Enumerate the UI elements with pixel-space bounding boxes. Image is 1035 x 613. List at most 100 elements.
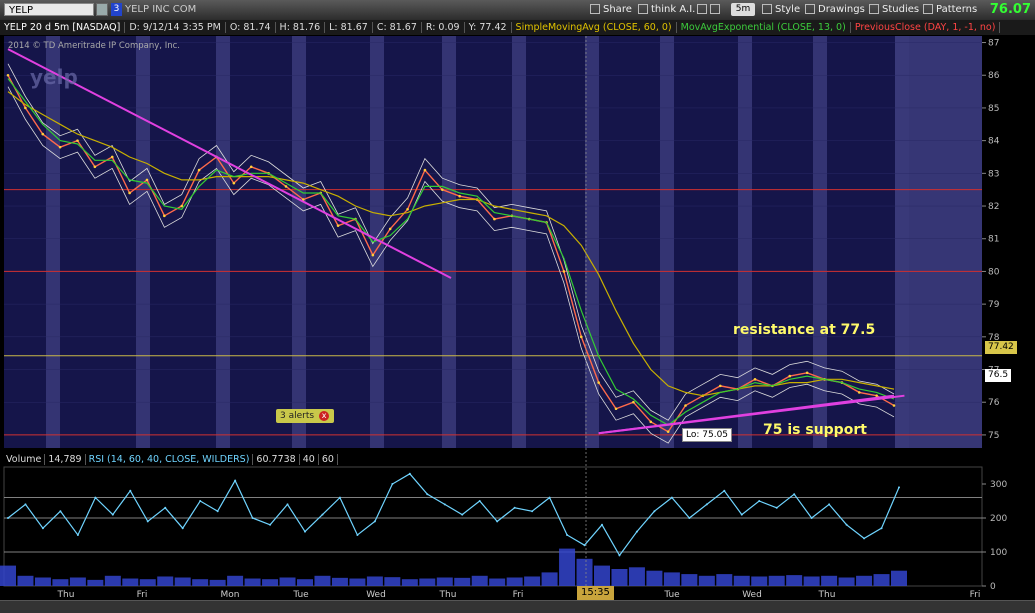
price-point — [857, 391, 861, 394]
symbol-input[interactable]: YELP — [4, 3, 94, 16]
session-band — [370, 36, 384, 448]
price-point — [371, 253, 375, 257]
rsi-point — [251, 517, 254, 519]
lower-study-info: Volume 14,789 RSI (14, 60, 40, CLOSE, WILD… — [3, 453, 338, 466]
volume-bar — [454, 577, 471, 586]
volume-bar — [698, 575, 715, 586]
volume-bar — [69, 577, 86, 586]
range-value: R: 0.09 — [421, 22, 465, 33]
volume-bar — [541, 572, 558, 586]
rsi-point — [356, 534, 359, 536]
price-tick-label: 82 — [988, 202, 999, 212]
volume-bar — [611, 569, 628, 586]
price-point — [388, 227, 392, 231]
volume-bar — [733, 575, 750, 586]
price-point — [493, 217, 496, 221]
price-point — [406, 208, 409, 211]
rsi-point — [7, 517, 9, 519]
patterns-button[interactable]: Patterns — [923, 3, 977, 17]
style-button[interactable]: Style — [762, 3, 800, 17]
rsi-point — [373, 520, 376, 523]
volume-label[interactable]: Volume — [3, 454, 46, 465]
sma-study-label[interactable]: SimpleMovingAvg (CLOSE, 60, 0) — [511, 22, 677, 33]
price-point — [302, 198, 305, 201]
symbol-dropdown-button[interactable] — [96, 3, 108, 16]
price-point — [805, 371, 809, 375]
share-label: Share — [603, 4, 632, 15]
volume-bar — [366, 576, 383, 586]
rsi-point — [461, 513, 464, 516]
rsi-point — [653, 510, 656, 513]
volume-bar — [559, 548, 576, 586]
rsi-tick-label: 100 — [990, 548, 1007, 558]
volume-bar — [174, 577, 191, 586]
ema-study-label[interactable]: MovAvgExponential (CLOSE, 13, 0) — [676, 22, 851, 33]
volume-bar — [646, 570, 663, 586]
style-icon — [762, 4, 772, 14]
rsi-point — [688, 517, 691, 519]
rsi-point — [478, 500, 481, 502]
trendline-0 — [7, 48, 452, 279]
volume-bar — [803, 576, 820, 586]
price-point — [649, 420, 653, 424]
volume-bar — [384, 577, 401, 586]
rsi-point — [618, 554, 621, 557]
session-band — [442, 36, 456, 448]
drawings-button[interactable]: Drawings — [805, 3, 865, 17]
rsi-point — [129, 489, 132, 492]
think-ai-button[interactable]: think A.I. — [638, 3, 695, 17]
rsi-point — [635, 530, 638, 533]
link-group-badge[interactable]: 3 — [111, 3, 122, 16]
rsi-point — [164, 506, 167, 509]
price-tick-label: 80 — [988, 267, 1000, 277]
alerts-badge[interactable]: 3 alerts x — [276, 409, 335, 423]
price-point — [579, 335, 583, 339]
price-point — [6, 73, 10, 77]
volume-bar — [524, 576, 541, 586]
volume-bar — [192, 579, 209, 586]
rsi-point — [59, 510, 62, 513]
price-tick-label: 86 — [988, 71, 1000, 81]
rsi-point — [898, 486, 900, 489]
rsi-tick-label: 0 — [990, 582, 996, 592]
rsi-level-40: 40 — [299, 454, 319, 465]
flask-icon — [869, 4, 879, 14]
rsi-point — [723, 489, 726, 492]
prev-close-study-label[interactable]: PreviousClose (DAY, 1, -1, no) — [850, 22, 1001, 33]
x-tick-label: Thu — [57, 590, 75, 600]
rsi-point — [111, 513, 114, 516]
rsi-point — [94, 496, 97, 499]
rsi-value: 60.7738 — [253, 454, 300, 465]
rsi-line — [7, 473, 900, 557]
rsi-point — [670, 496, 673, 499]
volume-bar — [786, 575, 803, 586]
price-point — [597, 381, 600, 384]
chart-info-bar: YELP 20 d 5m [NASDAQ] D: 9/12/14 3:35 PM O… — [0, 20, 1035, 35]
rsi-point — [583, 544, 586, 547]
price-tick-label: 78 — [988, 333, 1000, 343]
volume-bar — [297, 579, 313, 586]
time-cursor-tag: 15:35 — [577, 586, 614, 600]
price-point — [753, 378, 757, 381]
share-button[interactable]: Share — [590, 3, 632, 17]
rsi-point — [443, 503, 446, 506]
volume-bar — [52, 579, 69, 586]
studies-button[interactable]: Studies — [869, 3, 919, 17]
x-tick-label: Thu — [439, 590, 457, 600]
close-alerts-icon[interactable]: x — [319, 411, 330, 421]
tools-button[interactable] — [697, 3, 723, 17]
rsi-point — [304, 530, 306, 533]
series-line-0 — [7, 74, 895, 433]
volume-bar — [401, 579, 418, 586]
rsi-point — [793, 493, 796, 496]
price-point — [441, 188, 444, 191]
volume-bar — [122, 578, 139, 586]
session-band — [46, 36, 60, 448]
open-value: O: 81.74 — [225, 22, 276, 33]
rsi-study-label[interactable]: RSI (14, 60, 40, CLOSE, WILDERS) — [85, 454, 254, 465]
volume-bar — [768, 575, 785, 586]
rsi-point — [234, 479, 237, 482]
aggregation-selector[interactable]: 5m — [731, 3, 755, 16]
price-point — [76, 139, 79, 142]
